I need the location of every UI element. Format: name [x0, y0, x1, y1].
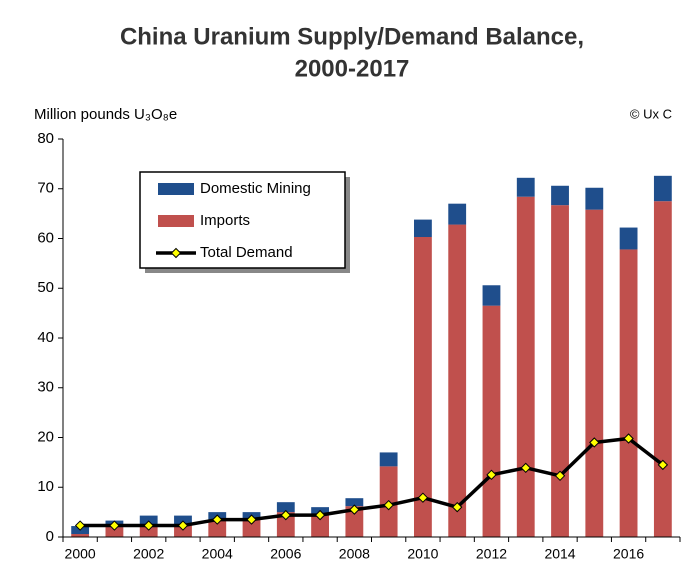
y-tick-label: 50 [37, 279, 54, 296]
bar [551, 205, 569, 538]
bar [653, 175, 672, 202]
legend-label: Total Demand [200, 244, 293, 261]
legend-swatch [170, 247, 182, 259]
marker [520, 462, 531, 474]
marker [349, 504, 360, 515]
y-tick-label: 30 [37, 379, 54, 396]
y-tick-label: 40 [37, 329, 54, 346]
chart-title: 2000-2017 [295, 55, 410, 82]
bar [551, 185, 569, 206]
bar [619, 227, 638, 250]
bar [414, 237, 432, 537]
marker [109, 520, 120, 531]
marker [143, 520, 154, 531]
x-tick-label: 2000 [65, 546, 96, 562]
y-tick-label: 20 [37, 428, 54, 445]
x-tick-label: 2014 [544, 546, 575, 562]
bar [311, 514, 329, 537]
y-tick-label: 60 [37, 229, 54, 246]
x-tick-label: 2010 [407, 546, 438, 562]
marker [246, 514, 257, 525]
chart-title: China Uranium Supply/Demand Balance, [120, 23, 584, 50]
bar [619, 249, 638, 537]
y-tick-label: 0 [46, 528, 54, 545]
line [80, 436, 664, 528]
marker [74, 520, 86, 531]
bar [174, 524, 192, 537]
y-tick-label: 70 [37, 180, 54, 197]
bar [516, 177, 535, 197]
bar [653, 201, 672, 537]
bar [345, 498, 364, 507]
source: © Ux C [630, 106, 672, 121]
marker [589, 437, 600, 448]
legend-label: Domestic Mining [200, 180, 311, 197]
x-tick-label: 2008 [339, 546, 370, 562]
marker [177, 520, 189, 531]
y-tick-label: 80 [37, 130, 54, 147]
bar [379, 452, 398, 467]
bar [276, 512, 295, 537]
y-tick-label: 10 [37, 478, 54, 495]
marker [657, 459, 669, 471]
x-tick-label: 2012 [476, 546, 507, 562]
bar [585, 209, 604, 537]
x-tick-label: 2016 [613, 546, 644, 562]
bar [139, 515, 158, 525]
marker [280, 509, 292, 521]
bar [482, 285, 501, 306]
bar [139, 524, 158, 537]
marker [554, 470, 566, 482]
bar [448, 224, 467, 537]
marker [383, 499, 394, 511]
bar [448, 203, 467, 225]
bar [105, 527, 124, 537]
legend-label: Imports [200, 212, 250, 229]
marker [417, 492, 429, 503]
legend-swatch [158, 183, 194, 195]
bar [414, 219, 432, 238]
marker [314, 509, 326, 521]
bar [174, 515, 192, 525]
bar [242, 519, 261, 537]
bar [276, 502, 295, 513]
bar [482, 305, 501, 537]
bar [345, 506, 364, 537]
marker [212, 514, 223, 525]
x-tick-label: 2004 [202, 546, 233, 562]
legend-swatch [158, 215, 194, 227]
marker [486, 469, 497, 481]
bar [208, 519, 227, 537]
marker [623, 433, 634, 444]
bar [71, 534, 90, 537]
bar [516, 196, 535, 537]
marker [451, 501, 463, 513]
bar [585, 187, 604, 210]
x-tick-label: 2002 [133, 546, 164, 562]
x-tick-label: 2006 [270, 546, 301, 562]
y-axis-label: Million pounds U₃O₈e [34, 106, 177, 123]
